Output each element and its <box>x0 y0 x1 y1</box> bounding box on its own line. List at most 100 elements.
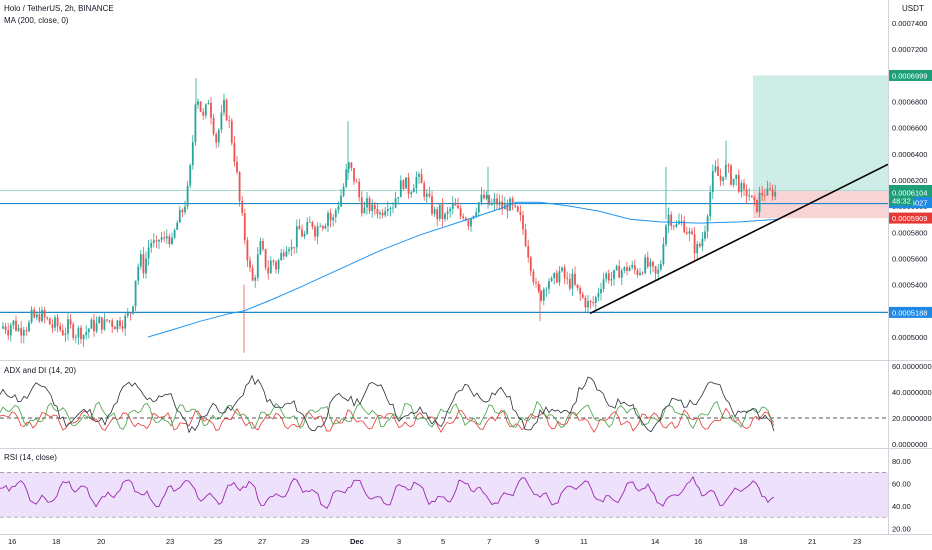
candle-body <box>701 238 704 247</box>
candle-body <box>256 254 259 278</box>
candle-body <box>373 204 376 210</box>
candle-body <box>425 193 428 197</box>
time-tick-label: 16 <box>694 537 702 546</box>
candle-body <box>680 220 683 222</box>
stop-price-tag <box>889 212 932 224</box>
candle-body <box>394 198 397 208</box>
support-price-tag-text: 0.0005188 <box>892 308 927 317</box>
candle-body <box>626 267 628 271</box>
time-tick-label: 29 <box>301 537 309 546</box>
candle-body <box>316 226 319 237</box>
candle-body <box>171 237 173 244</box>
candle-body <box>33 309 36 318</box>
candle-body <box>561 267 563 272</box>
candle-body <box>436 209 439 219</box>
support-price-tag <box>889 306 932 318</box>
target-zone[interactable] <box>753 75 888 191</box>
candle-body <box>514 205 517 207</box>
candle-body <box>423 183 426 197</box>
trendline[interactable] <box>589 163 889 315</box>
candle-body <box>314 226 316 237</box>
candle-body <box>111 320 114 327</box>
adx-line <box>0 374 775 434</box>
candle-body <box>381 212 384 216</box>
candle-body <box>714 166 717 172</box>
candle-body <box>189 165 192 186</box>
candle-body <box>717 166 719 176</box>
candle-body <box>176 222 179 230</box>
candle-body <box>202 111 205 116</box>
candle-body <box>743 183 745 190</box>
candle-body <box>649 261 652 267</box>
candle-body <box>566 277 569 279</box>
candle-body <box>199 101 202 112</box>
candle-body <box>480 194 483 203</box>
candle-body <box>761 192 764 196</box>
candle-body <box>54 317 56 328</box>
candle-body <box>571 273 574 289</box>
candle-body <box>766 188 769 196</box>
candle-body <box>623 267 626 271</box>
candle-body <box>43 310 46 318</box>
symbol-legend[interactable]: Holo / TetherUS, 2h, BINANCE <box>4 4 114 13</box>
candle-body <box>542 289 545 301</box>
candle-body <box>748 195 751 197</box>
candle-body <box>594 297 597 304</box>
candle-body <box>233 143 236 162</box>
candle-body <box>667 214 670 226</box>
candle-body <box>685 232 688 234</box>
candle-body <box>418 174 420 177</box>
ma-legend[interactable]: MA (200, close, 0) <box>4 16 69 25</box>
candle-body <box>72 324 75 338</box>
candle-body <box>228 120 231 121</box>
ma-200-line[interactable] <box>147 201 779 338</box>
candle-body <box>48 318 51 325</box>
candle-body <box>225 99 228 121</box>
candle-body <box>243 213 246 241</box>
candle-body <box>696 244 699 254</box>
candle-body <box>574 273 576 285</box>
adx-tick-label: 0.0000000 <box>892 440 927 449</box>
candle-body <box>516 206 519 212</box>
candle-body <box>446 211 449 214</box>
candle-body <box>163 237 166 239</box>
candle-body <box>501 201 504 210</box>
candle-body <box>7 330 10 336</box>
candle-body <box>350 162 353 169</box>
time-tick-label: 23 <box>166 537 174 546</box>
candle-body <box>581 294 584 298</box>
rsi-legend[interactable]: RSI (14, close) <box>4 453 57 462</box>
candle-body <box>537 283 540 291</box>
candle-body <box>282 252 285 257</box>
candle-body <box>340 195 342 207</box>
candle-body <box>264 249 267 268</box>
candle-body <box>433 209 436 214</box>
candle-body <box>108 320 111 322</box>
candle-body <box>132 306 134 314</box>
candle-body <box>168 236 171 244</box>
candle-body <box>210 102 212 118</box>
adx-legend[interactable]: ADX and DI (14, 20) <box>4 366 77 375</box>
candle-body <box>259 241 262 255</box>
candle-body <box>85 332 88 335</box>
stop-price-tag-text: 0.0005909 <box>892 214 927 223</box>
candle-body <box>186 185 189 207</box>
candle-body <box>506 204 509 211</box>
candle-body <box>654 266 657 274</box>
candle-body <box>548 281 550 289</box>
candle-body <box>467 220 470 227</box>
candle-body <box>532 271 535 283</box>
candle-body <box>553 272 556 279</box>
adx-tick-label: 40.0000000 <box>892 388 932 397</box>
candle-body <box>212 117 215 135</box>
candle-body <box>475 212 478 216</box>
candle-body <box>600 288 602 294</box>
price-tick-label: 0.0005000 <box>892 333 927 342</box>
candle-body <box>215 134 218 143</box>
candle-body <box>709 192 712 217</box>
time-tick-label: 23 <box>853 537 861 546</box>
candle-body <box>646 257 649 267</box>
candle-body <box>106 319 108 321</box>
candle-body <box>665 225 667 245</box>
